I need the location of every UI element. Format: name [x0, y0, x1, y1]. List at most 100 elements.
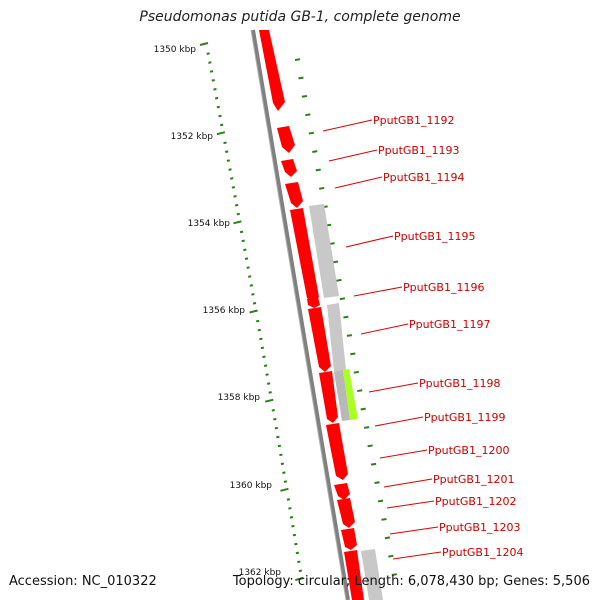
minor-tick	[282, 471, 286, 474]
gene-arrow	[326, 423, 348, 480]
minor-tick	[243, 248, 247, 252]
gene-label: PputGB1_1199	[424, 411, 505, 424]
gene-label: PputGB1_1197	[409, 318, 490, 331]
outer-ring-tick	[312, 150, 318, 153]
minor-tick	[231, 186, 236, 189]
minor-tick	[218, 114, 222, 118]
gene-arrow	[307, 297, 320, 308]
minor-tick	[274, 426, 279, 430]
minor-tick	[251, 293, 255, 296]
gene-label: PputGB1_1203	[439, 521, 520, 534]
label-connector	[328, 149, 378, 162]
minor-tick	[286, 498, 291, 501]
gene-arrow	[337, 498, 355, 528]
minor-tick	[298, 569, 303, 573]
outer-ring-tick	[353, 370, 359, 374]
minor-tick	[292, 533, 297, 537]
tick-label: 1358 kbp	[218, 393, 261, 403]
minor-tick	[279, 453, 283, 457]
gene-label: PputGB1_1194	[383, 171, 464, 184]
outer-ring-tick	[343, 315, 349, 319]
gene-label: PputGB1_1201	[433, 473, 514, 486]
minor-tick	[206, 52, 210, 55]
minor-tick	[234, 203, 239, 207]
minor-tick	[273, 417, 277, 421]
tick-label: 1362 kbp	[239, 568, 282, 578]
outer-ring-tick	[384, 536, 391, 540]
outer-ring-tick	[336, 278, 342, 282]
label-connector	[368, 382, 419, 393]
minor-tick	[211, 79, 215, 82]
major-tick	[295, 577, 304, 581]
major-tick	[216, 131, 226, 136]
tick-ring	[199, 42, 304, 581]
outer-ring-tick	[374, 481, 380, 485]
label-connector	[386, 500, 435, 509]
label-connector	[379, 449, 428, 459]
outer-ring-tick	[363, 426, 370, 429]
gene-labels: PputGB1_1192 PputGB1_1193 PputGB1_1194 P…	[373, 114, 523, 559]
outer-ring-tick	[298, 76, 304, 80]
gene-arrow	[308, 307, 331, 372]
accession-text: Accession: NC_010322	[9, 574, 157, 589]
tick-labels: 1350 kbp 1352 kbp 1354 kbp 1356 kbp 1358…	[154, 45, 282, 578]
gene-arrow	[290, 208, 319, 303]
minor-tick	[289, 516, 294, 519]
outer-ring-tick	[319, 186, 325, 190]
gene-label: PputGB1_1198	[419, 377, 500, 390]
minor-tick	[297, 560, 301, 564]
major-tick	[199, 42, 209, 46]
major-tick	[265, 398, 274, 403]
outer-ring-tick	[339, 297, 346, 301]
minor-tick	[236, 212, 241, 216]
gene-label: PputGB1_1195	[394, 230, 475, 243]
gene-label: PputGB1_1202	[435, 495, 516, 508]
outer-ring-tick	[388, 554, 394, 558]
feature-block-gray	[309, 204, 339, 298]
tick-label: 1356 kbp	[203, 306, 246, 316]
label-connector	[383, 478, 433, 488]
minor-tick	[276, 435, 280, 439]
minor-tick	[244, 257, 249, 260]
minor-tick	[249, 284, 254, 287]
outer-ring-tick	[308, 131, 314, 135]
label-connector	[334, 176, 383, 189]
minor-tick	[246, 266, 250, 269]
outer-ring-tick	[391, 573, 397, 576]
minor-tick	[252, 302, 257, 305]
label-connector	[374, 416, 424, 427]
outer-ring-tick	[294, 58, 301, 61]
outer-ring-tick	[301, 94, 308, 98]
label-connector	[389, 526, 439, 535]
outer-ring-tick	[305, 113, 311, 117]
gene-label: PputGB1_1204	[442, 546, 523, 559]
minor-tick	[257, 328, 261, 332]
major-tick	[249, 309, 258, 314]
minor-tick	[262, 355, 266, 359]
minor-tick	[295, 551, 300, 555]
minor-tick	[216, 105, 221, 109]
minor-tick	[225, 150, 229, 153]
outer-ring-tick	[332, 260, 339, 264]
minor-tick	[241, 239, 245, 243]
gene-label: PputGB1_1192	[373, 114, 454, 127]
minor-tick	[283, 480, 288, 483]
label-connector	[353, 286, 403, 297]
major-tick	[280, 487, 289, 492]
gene-arrow	[319, 371, 338, 423]
outer-ring-tick	[370, 462, 377, 466]
minor-tick	[263, 364, 268, 367]
minor-tick	[280, 462, 285, 466]
outer-ring-tick	[381, 518, 387, 521]
minor-tick	[228, 168, 232, 171]
minor-tick	[214, 96, 219, 100]
label-connector	[360, 323, 409, 335]
minor-tick	[265, 373, 269, 376]
gene-arrow	[285, 182, 303, 208]
minor-tick	[219, 123, 224, 127]
minor-tick	[268, 391, 272, 394]
genome-summary-text: Topology: circular; Length: 6,078,430 bp…	[232, 574, 590, 589]
genome-backbone-highlight	[250, 29, 347, 600]
minor-tick	[294, 542, 298, 546]
